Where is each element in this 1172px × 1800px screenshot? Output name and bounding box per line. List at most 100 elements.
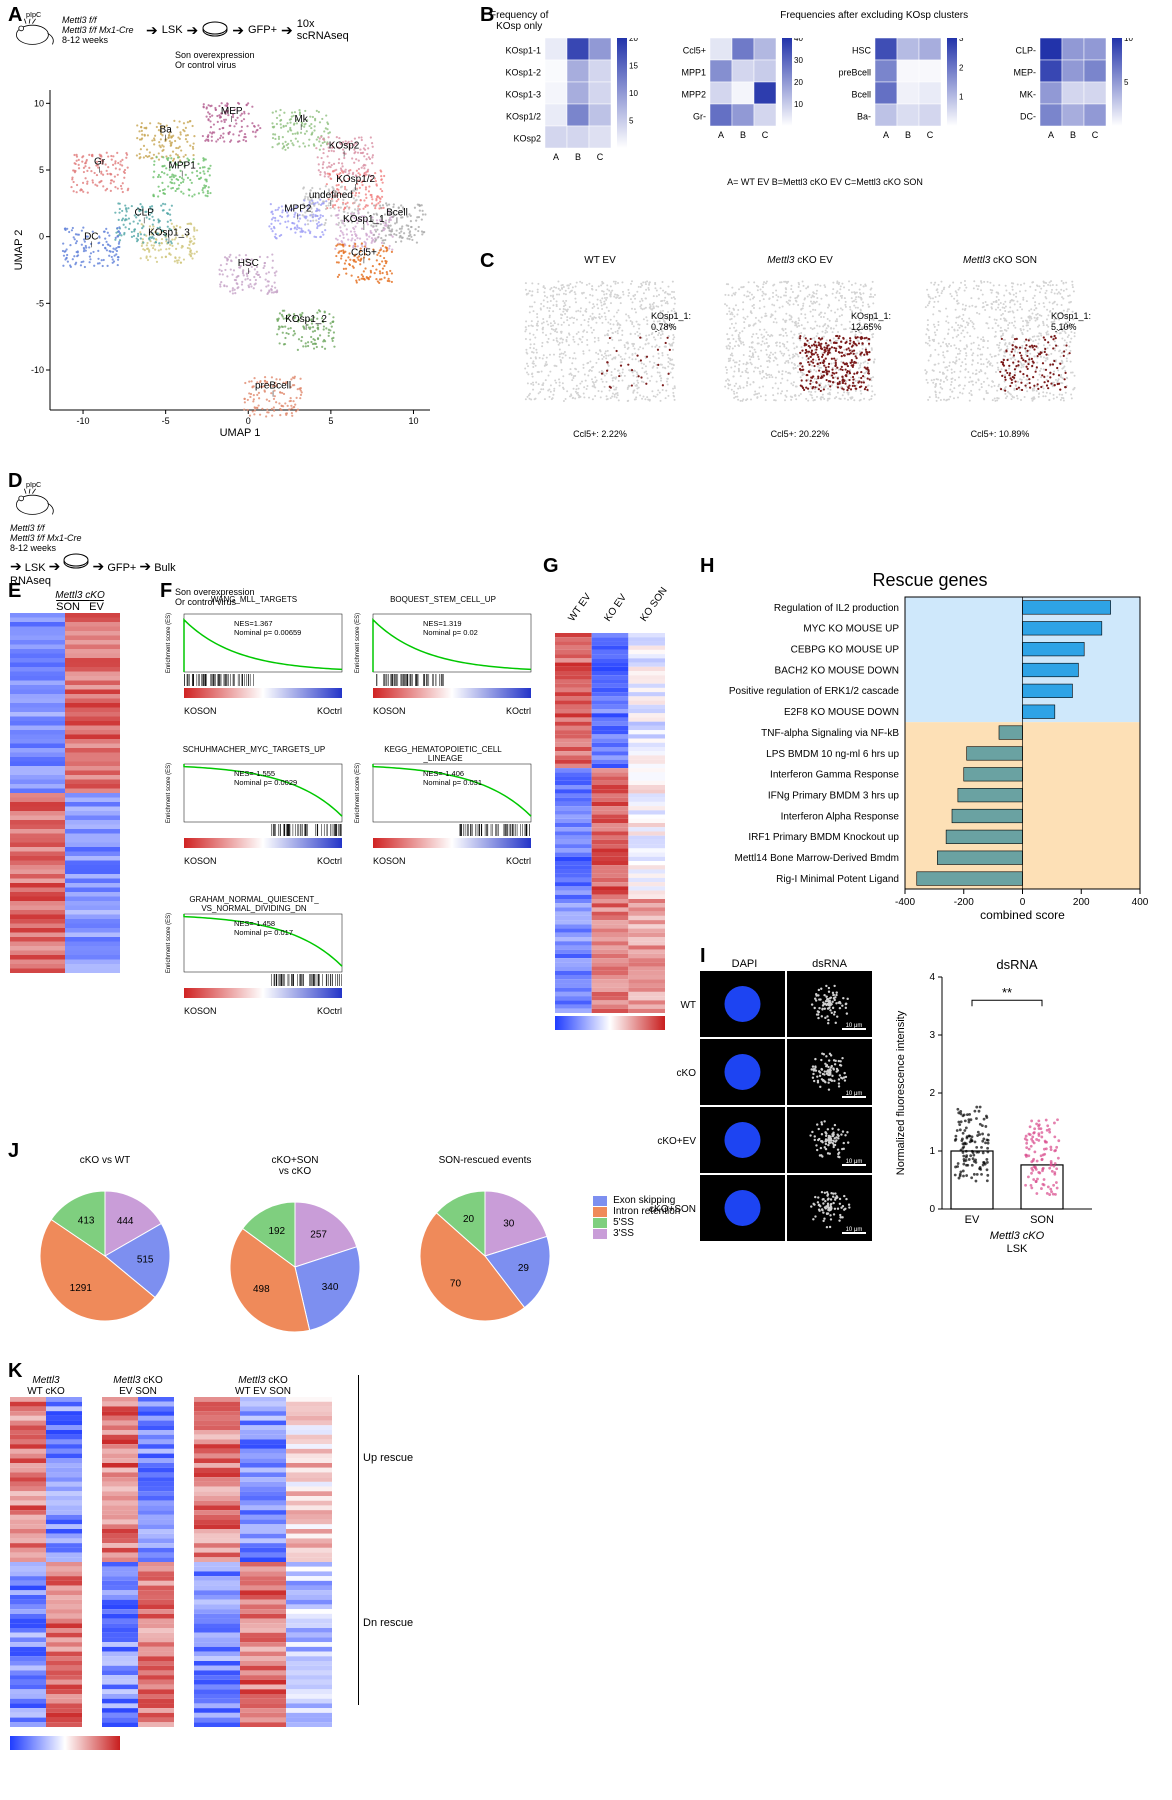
svg-text:KOsp2: KOsp2 — [513, 133, 541, 143]
svg-text:preBcell: preBcell — [838, 67, 871, 77]
b-key: A= WT EV B=Mettl3 cKO EV C=Mettl3 cKO SO… — [490, 177, 1160, 187]
e-title: Mettl3 cKO — [10, 590, 150, 601]
panel-j: cKO vs WT4445151291413cKO+SON vs cKO2573… — [10, 1155, 690, 1365]
svg-text:UMAP 1: UMAP 1 — [220, 427, 261, 439]
mouse-age: 8-12 weeks — [62, 35, 142, 45]
arrow-icon: ➔ — [10, 558, 22, 574]
panel-a: pIpC Mettl3 f/f Mettl3 f/f Mx1-Cre 8-12 … — [10, 10, 490, 470]
svg-text:10: 10 — [629, 89, 638, 98]
flow-10x: 10x scRNAseq — [297, 18, 349, 42]
svg-text:Ccl5+: Ccl5+ — [351, 247, 377, 258]
svg-text:C: C — [597, 152, 604, 162]
svg-text:10: 10 — [34, 98, 44, 108]
svg-text:-5: -5 — [36, 298, 44, 308]
svg-text:10: 10 — [408, 416, 418, 426]
strain1: Mettl3 f/f — [10, 523, 90, 533]
svg-text:MPP1: MPP1 — [169, 161, 197, 172]
svg-text:-10: -10 — [31, 365, 44, 375]
flow-lsk: LSK — [162, 24, 183, 36]
svg-text:MEP-: MEP- — [1014, 67, 1037, 77]
svg-text:C: C — [1092, 130, 1099, 140]
i-images: DAPIdsRNA10 μm10 μm10 μm10 μmWTcKOcKO+EV… — [700, 955, 876, 1255]
svg-text:KOsp1/2: KOsp1/2 — [336, 174, 375, 185]
svg-text:Ccl5+: Ccl5+ — [683, 45, 706, 55]
strain2: Mettl3 f/f Mx1-Cre — [10, 533, 90, 543]
svg-text:1: 1 — [959, 93, 964, 102]
svg-text:Gr: Gr — [94, 157, 106, 168]
svg-text:Ba: Ba — [160, 125, 173, 136]
svg-text:5: 5 — [1124, 78, 1129, 87]
svg-text:A: A — [1048, 130, 1054, 140]
g-col-labels: WT EVKO EVKO SON — [555, 570, 695, 630]
svg-text:HSC: HSC — [238, 258, 259, 269]
svg-text:UMAP 2: UMAP 2 — [13, 230, 25, 271]
svg-text:KOsp1-1: KOsp1-1 — [505, 45, 541, 55]
flow-gfp: GFP+ — [248, 24, 277, 36]
svg-text:undefined: undefined — [309, 190, 353, 201]
svg-text:preBcell: preBcell — [255, 381, 291, 392]
arrow-icon: ➔ — [49, 558, 61, 574]
svg-text:KOsp2: KOsp2 — [329, 141, 360, 152]
panel-e: Mettl3 cKO SON EV max min — [10, 590, 150, 1020]
arrow-icon: ➔ — [93, 558, 105, 574]
e-col-son: SON — [56, 601, 80, 613]
panel-h: Rescue genes Regulation of IL2 productio… — [705, 570, 1155, 950]
svg-text:30: 30 — [794, 56, 803, 65]
svg-text:KOsp1_3: KOsp1_3 — [148, 227, 190, 238]
svg-text:KOsp1-2: KOsp1-2 — [505, 67, 541, 77]
panel-i: DAPIdsRNA10 μm10 μm10 μm10 μmWTcKOcKO+EV… — [700, 955, 1160, 1275]
svg-text:20: 20 — [629, 38, 638, 43]
svg-text:MPP1: MPP1 — [681, 67, 706, 77]
flow-virus: Son overexpression Or control virus — [175, 50, 490, 70]
svg-text:HSC: HSC — [852, 45, 872, 55]
svg-text:10: 10 — [1124, 38, 1133, 43]
svg-text:B: B — [740, 130, 746, 140]
j-legend: Exon skippingIntron retention5'SS3'SS — [593, 1195, 680, 1239]
svg-text:B: B — [575, 152, 581, 162]
svg-text:KOsp1_1:: KOsp1_1: — [651, 311, 691, 321]
svg-text:2: 2 — [959, 63, 964, 72]
svg-text:10: 10 — [794, 100, 803, 109]
svg-text:12.65%: 12.65% — [851, 322, 882, 332]
svg-text:15: 15 — [629, 62, 638, 71]
svg-text:KOsp1_1:: KOsp1_1: — [851, 311, 891, 321]
panel-f: WANG_MLL_TARGETSNES=1.367Nominal p= 0.00… — [160, 590, 550, 1100]
svg-text:KOsp1/2: KOsp1/2 — [506, 111, 541, 121]
svg-text:-5: -5 — [162, 416, 170, 426]
panel-c: WT EVKOsp1_1:0.78%Ccl5+: 2.22%Mettl3 cKO… — [500, 255, 1160, 475]
svg-text:pIpC: pIpC — [26, 10, 41, 19]
panel-b: Frequency of KOsp only Frequencies after… — [490, 10, 1160, 250]
e-col-ev: EV — [89, 601, 104, 613]
svg-text:CLP-: CLP- — [1015, 45, 1036, 55]
arrow-icon: ➔ — [187, 22, 199, 39]
svg-text:KOsp1_1: KOsp1_1 — [343, 214, 385, 225]
svg-text:0: 0 — [246, 416, 251, 426]
flow-lsk: LSK — [25, 562, 46, 574]
strain1: Mettl3 f/f — [62, 15, 142, 25]
svg-text:0: 0 — [39, 232, 44, 242]
svg-text:B: B — [905, 130, 911, 140]
panel-k: Mettl3WT cKOMettl3 cKOEV SONMettl3 cKOWT… — [10, 1375, 710, 1795]
arrow-icon: ➔ — [139, 558, 151, 574]
svg-text:C: C — [927, 130, 934, 140]
arrow-icon: ➔ — [281, 22, 293, 39]
b-title-right: Frequencies after excluding KOsp cluster… — [588, 10, 1160, 32]
svg-text:KOsp1_2: KOsp1_2 — [285, 314, 327, 325]
svg-text:40: 40 — [794, 38, 803, 43]
svg-text:-10: -10 — [77, 416, 90, 426]
svg-text:0.78%: 0.78% — [651, 322, 677, 332]
b-title-left: Frequency of KOsp only — [490, 10, 548, 32]
h-chart: Regulation of IL2 productionMYC KO MOUSE… — [705, 591, 1150, 921]
dish-icon — [63, 553, 89, 571]
svg-text:5: 5 — [39, 165, 44, 175]
k-colorbar — [10, 1736, 120, 1750]
svg-text:DC-: DC- — [1020, 111, 1036, 121]
svg-text:Mk: Mk — [294, 114, 308, 125]
svg-text:Ba-: Ba- — [857, 111, 871, 121]
panel-d: pIpC Mettl3 f/f Mettl3 f/f Mx1-Cre 8-12 … — [10, 480, 490, 560]
h-title: Rescue genes — [705, 570, 1155, 591]
mouse-icon: pIpC — [10, 10, 58, 50]
svg-text:Bcell: Bcell — [386, 207, 408, 218]
svg-text:DC: DC — [84, 231, 98, 242]
i-barplot: 01234dsRNANormalized fluorescence intens… — [890, 955, 1100, 1255]
